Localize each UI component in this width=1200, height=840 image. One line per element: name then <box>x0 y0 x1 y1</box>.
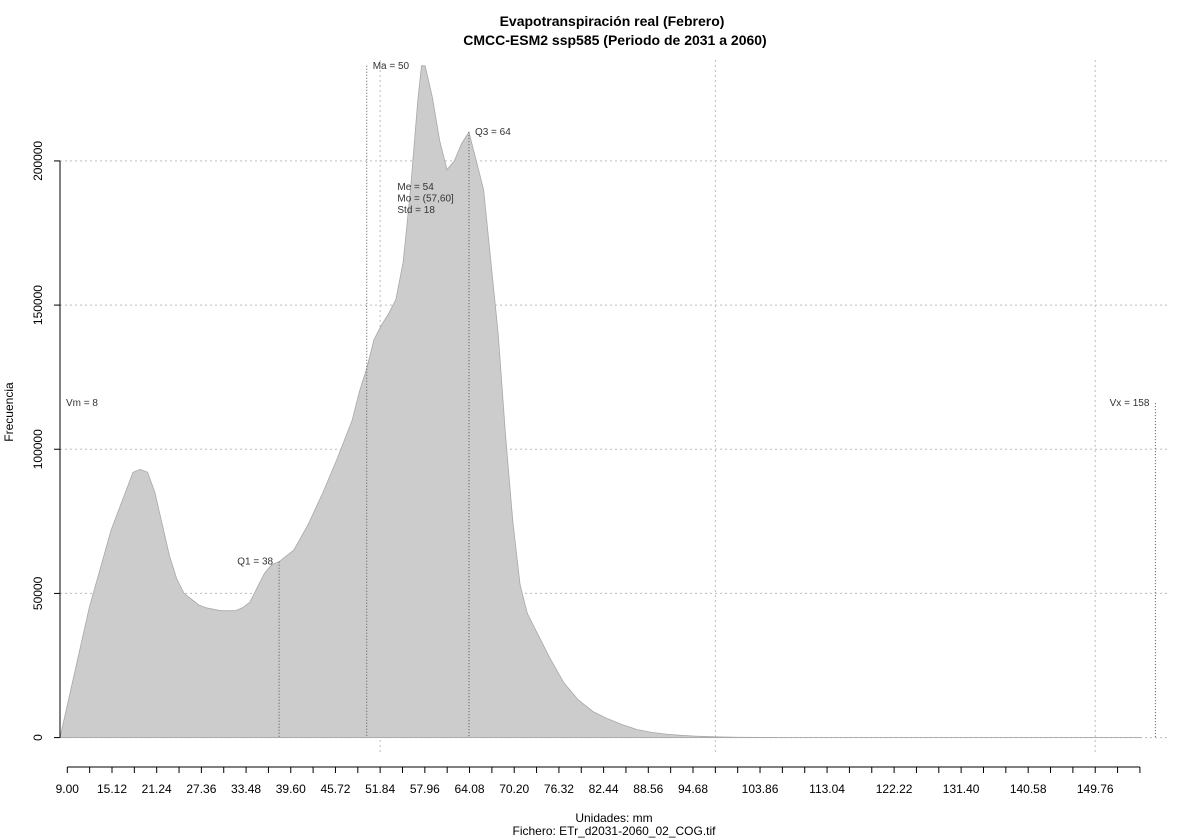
stats-line: Me = 54 <box>397 182 434 193</box>
stats-line: Std = 18 <box>397 205 435 216</box>
file-label: Fichero: ETr_d2031-2060_02_COG.tif <box>513 824 717 838</box>
y-tick-label: 100000 <box>31 429 45 469</box>
marker-label-vx: Vx = 158 <box>1110 398 1150 409</box>
marker-label-q3: Q3 = 64 <box>475 127 511 138</box>
y-axis: 0 50000 100000 150000 200000 <box>31 141 61 741</box>
y-tick-label: 200000 <box>31 141 45 181</box>
chart-subtitle: CMCC-ESM2 ssp585 (Periodo de 2031 a 2060… <box>463 32 766 48</box>
chart-title: Evapotranspiración real (Febrero) <box>500 13 725 29</box>
x-axis: 9.00 15.12 21.24 27.36 33.48 39.60 45.72 51.84 5… <box>56 766 1141 796</box>
x-tick-label: 113.04 <box>809 782 845 796</box>
x-tick-label: 64.08 <box>455 782 485 796</box>
x-tick-label: 21.24 <box>142 782 172 796</box>
x-tick-label: 88.56 <box>633 782 663 796</box>
marker-label-ma: Ma = 50 <box>373 61 410 72</box>
y-tick-label: 150000 <box>31 285 45 325</box>
x-tick-label: 103.86 <box>742 782 779 796</box>
x-tick-label: 33.48 <box>231 782 261 796</box>
x-tick-label: 45.72 <box>320 782 350 796</box>
x-tick-label: 15.12 <box>97 782 127 796</box>
x-tick-label: 39.60 <box>276 782 306 796</box>
x-tick-label: 149.76 <box>1077 782 1114 796</box>
y-axis-label: Frecuencia <box>2 382 16 442</box>
x-tick-label: 70.20 <box>499 782 529 796</box>
x-tick-label: 9.00 <box>56 782 80 796</box>
y-tick-label: 0 <box>31 734 45 741</box>
x-tick-label: 57.96 <box>410 782 440 796</box>
x-tick-label: 51.84 <box>365 782 395 796</box>
x-tick-label: 140.58 <box>1010 782 1047 796</box>
x-tick-label: 94.68 <box>678 782 708 796</box>
stats-line: Mo = (57,60] <box>397 193 454 204</box>
marker-label-q1: Q1 = 38 <box>237 557 273 568</box>
x-tick-label: 76.32 <box>544 782 574 796</box>
marker-label-vm: Vm = 8 <box>66 398 98 409</box>
x-tick-label: 131.40 <box>943 782 980 796</box>
x-axis-label: Unidades: mm <box>575 811 652 825</box>
x-tick-label: 82.44 <box>589 782 619 796</box>
x-tick-label: 27.36 <box>186 782 216 796</box>
y-tick-label: 50000 <box>31 576 45 610</box>
density-area <box>59 65 1142 738</box>
x-tick-label: 122.22 <box>876 782 913 796</box>
marker-lines: Vm = 8 Q1 = 38 Ma = 50 Q3 = 64 Vx = 158 <box>59 61 1156 738</box>
